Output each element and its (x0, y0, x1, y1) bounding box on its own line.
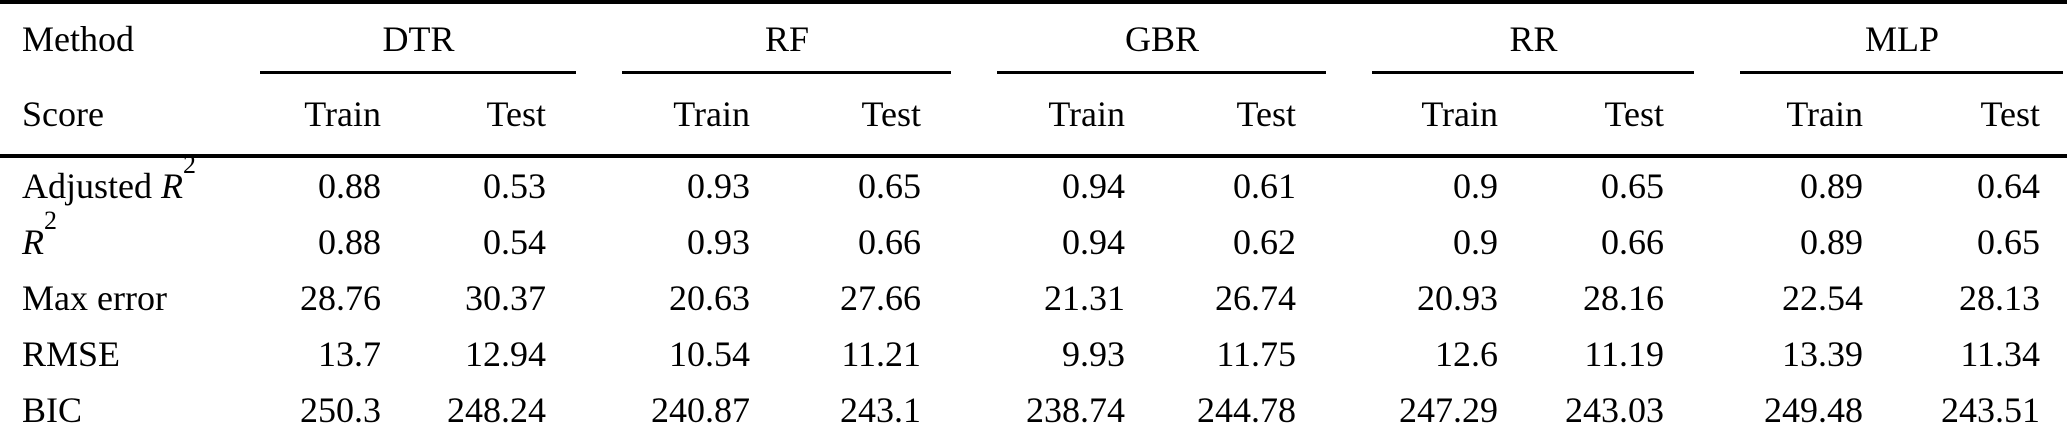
table-header: Method DTR RF GBR RR MLP Score Train Tes… (0, 4, 2067, 156)
value-cell: 11.19 (1584, 334, 1665, 374)
value-cell: 13.7 (318, 334, 381, 374)
value-cell: 244.78 (1197, 390, 1297, 430)
row-label-text: BIC (22, 390, 83, 430)
value-cell: 0.62 (1233, 222, 1297, 262)
table-row-max-error: Max error 28.76 30.37 20.63 27.66 21.31 … (0, 270, 2067, 326)
value-cell: 0.94 (1062, 222, 1126, 262)
table-row-rmse: RMSE 13.7 12.94 10.54 11.21 9.93 11.75 1… (0, 326, 2067, 382)
row-label-r2: R2 (0, 208, 260, 270)
row-label-adjusted-r2: Adjusted R2 (0, 152, 260, 214)
value-cell: 11.21 (841, 334, 922, 374)
header-rf-train: Train (673, 94, 750, 134)
value-cell: 0.66 (1601, 222, 1665, 262)
value-cell: 0.61 (1233, 166, 1297, 206)
value-cell: 21.31 (1044, 278, 1126, 318)
table-row-adjusted-r2: Adjusted R2 0.88 0.53 0.93 0.65 0.94 0.6… (0, 152, 2067, 214)
superscript: 2 (44, 206, 57, 236)
value-cell: 0.88 (318, 166, 381, 206)
value-cell: 0.88 (318, 222, 381, 262)
value-cell: 20.93 (1417, 278, 1499, 318)
value-cell: 0.54 (483, 222, 546, 262)
table-row-r2: R2 0.88 0.54 0.93 0.66 0.94 0.62 0.9 0.6… (0, 208, 2067, 270)
value-cell: 248.24 (447, 390, 546, 430)
row-label-bic: BIC (0, 382, 260, 432)
header-rr-test: Test (1604, 94, 1665, 134)
group-header-gbr: GBR (997, 4, 1372, 74)
header-score: Score (22, 94, 104, 134)
header-method: Method (22, 19, 134, 59)
math-symbol: R (161, 166, 183, 206)
value-cell: 0.9 (1453, 222, 1499, 262)
value-cell: 0.53 (483, 166, 546, 206)
header-gbr-train: Train (1048, 94, 1126, 134)
header-gbr-test: Test (1236, 94, 1297, 134)
group-header-rf: RF (622, 4, 997, 74)
value-cell: 26.74 (1215, 278, 1297, 318)
row-label-text: Max error (22, 278, 167, 318)
header-rr-train: Train (1421, 94, 1499, 134)
value-cell: 20.63 (669, 278, 750, 318)
value-cell: 10.54 (669, 334, 750, 374)
value-cell: 13.39 (1782, 334, 1864, 374)
group-header-dtr: DTR (260, 4, 622, 74)
group-header-mlp: MLP (1740, 4, 2067, 74)
table-row-bic: BIC 250.3 248.24 240.87 243.1 238.74 244… (0, 382, 2067, 432)
value-cell: 240.87 (651, 390, 750, 430)
value-cell: 27.66 (840, 278, 922, 318)
superscript: 2 (183, 150, 196, 180)
value-cell: 247.29 (1399, 390, 1499, 430)
value-cell: 243.03 (1565, 390, 1665, 430)
value-cell: 243.1 (840, 390, 922, 430)
row-label-text: RMSE (22, 334, 121, 374)
row-label-text: Adjusted (22, 166, 161, 206)
value-cell: 30.37 (465, 278, 546, 318)
value-cell: 11.34 (1960, 334, 2041, 374)
value-cell: 0.94 (1062, 166, 1126, 206)
value-cell: 0.89 (1800, 222, 1864, 262)
row-label-rmse: RMSE (0, 326, 260, 382)
results-table: Method DTR RF GBR RR MLP Score Train Tes… (0, 4, 2067, 432)
header-row-score: Score Train Test Train Test Train Test T… (0, 74, 2067, 156)
header-mlp-train: Train (1786, 94, 1864, 134)
value-cell: 243.51 (1941, 390, 2041, 430)
value-cell: 28.13 (1959, 278, 2041, 318)
value-cell: 250.3 (300, 390, 381, 430)
value-cell: 0.93 (687, 222, 750, 262)
value-cell: 0.65 (1601, 166, 1665, 206)
value-cell: 0.93 (687, 166, 750, 206)
math-symbol: R (22, 222, 44, 262)
value-cell: 28.16 (1583, 278, 1665, 318)
value-cell: 12.6 (1435, 334, 1499, 374)
header-rf-test: Test (861, 94, 922, 134)
value-cell: 0.66 (858, 222, 922, 262)
value-cell: 9.93 (1062, 334, 1126, 374)
row-label-max-error: Max error (0, 270, 260, 326)
value-cell: 11.75 (1216, 334, 1297, 374)
header-row-methods: Method DTR RF GBR RR MLP (0, 4, 2067, 74)
value-cell: 12.94 (465, 334, 546, 374)
value-cell: 0.65 (858, 166, 922, 206)
value-cell: 0.9 (1453, 166, 1499, 206)
header-dtr-train: Train (304, 94, 381, 134)
group-header-rr: RR (1372, 4, 1740, 74)
value-cell: 0.89 (1800, 166, 1864, 206)
table-body: Adjusted R2 0.88 0.53 0.93 0.65 0.94 0.6… (0, 152, 2067, 432)
value-cell: 249.48 (1764, 390, 1864, 430)
value-cell: 238.74 (1026, 390, 1126, 430)
header-dtr-test: Test (486, 94, 546, 134)
value-cell: 22.54 (1782, 278, 1864, 318)
value-cell: 0.65 (1977, 222, 2041, 262)
value-cell: 0.64 (1977, 166, 2041, 206)
header-mlp-test: Test (1980, 94, 2041, 134)
value-cell: 28.76 (300, 278, 381, 318)
